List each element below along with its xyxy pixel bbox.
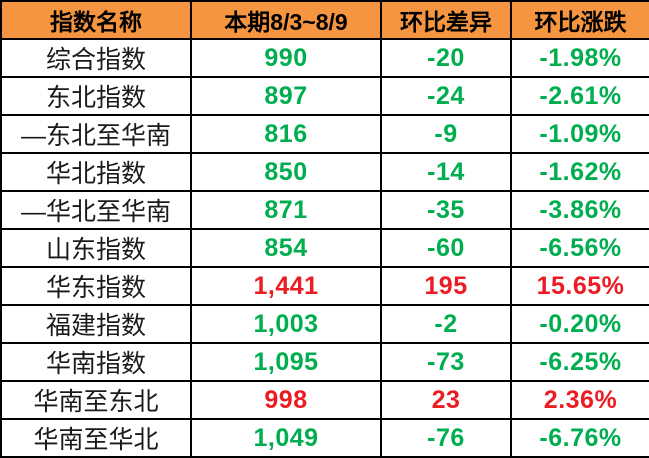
- cell-value: 990: [190, 38, 382, 78]
- cell-index-name: 华南至东北: [0, 380, 192, 420]
- cell-index-name: 综合指数: [0, 38, 192, 78]
- table-row: 东北指数 897 -24 -2.61%: [0, 76, 649, 116]
- cell-index-name: 福建指数: [0, 304, 192, 344]
- header-chain-change: 环比涨跌: [510, 0, 649, 40]
- table-row: 华南至华北 1,049 -76 -6.76%: [0, 418, 649, 458]
- cell-diff: -14: [380, 152, 512, 192]
- cell-index-name: 山东指数: [0, 228, 192, 268]
- cell-value: 1,049: [190, 418, 382, 458]
- cell-diff: -76: [380, 418, 512, 458]
- cell-index-name: —东北至华南: [0, 114, 192, 154]
- cell-pct: -6.76%: [510, 418, 649, 458]
- cell-index-name: 东北指数: [0, 76, 192, 116]
- table-row: 福建指数 1,003 -2 -0.20%: [0, 304, 649, 344]
- cell-index-name: 华南至华北: [0, 418, 192, 458]
- table-row: 华东指数 1,441 195 15.65%: [0, 266, 649, 306]
- cell-value: 998: [190, 380, 382, 420]
- header-index-name: 指数名称: [0, 0, 192, 40]
- cell-pct: -6.56%: [510, 228, 649, 268]
- cell-pct: -1.09%: [510, 114, 649, 154]
- table-row: 华北指数 850 -14 -1.62%: [0, 152, 649, 192]
- cell-index-name: 华东指数: [0, 266, 192, 306]
- cell-value: 850: [190, 152, 382, 192]
- table-row: 山东指数 854 -60 -6.56%: [0, 228, 649, 268]
- table-row: —东北至华南 816 -9 -1.09%: [0, 114, 649, 154]
- table-row: 华南至东北 998 23 2.36%: [0, 380, 649, 420]
- cell-diff: -20: [380, 38, 512, 78]
- cell-value: 871: [190, 190, 382, 230]
- table-row: —华北至华南 871 -35 -3.86%: [0, 190, 649, 230]
- cell-index-name: —华北至华南: [0, 190, 192, 230]
- cell-index-name: 华南指数: [0, 342, 192, 382]
- cell-pct: -3.86%: [510, 190, 649, 230]
- cell-value: 897: [190, 76, 382, 116]
- cell-value: 816: [190, 114, 382, 154]
- cell-pct: -2.61%: [510, 76, 649, 116]
- cell-value: 1,003: [190, 304, 382, 344]
- header-current-period: 本期8/3~8/9: [190, 0, 382, 40]
- cell-pct: 2.36%: [510, 380, 649, 420]
- cell-pct: -1.62%: [510, 152, 649, 192]
- cell-diff: 23: [380, 380, 512, 420]
- cell-diff: -73: [380, 342, 512, 382]
- cell-pct: 15.65%: [510, 266, 649, 306]
- cell-diff: -9: [380, 114, 512, 154]
- table-row: 综合指数 990 -20 -1.98%: [0, 38, 649, 78]
- cell-diff: 195: [380, 266, 512, 306]
- cell-diff: -24: [380, 76, 512, 116]
- cell-diff: -60: [380, 228, 512, 268]
- header-row: 指数名称 本期8/3~8/9 环比差异 环比涨跌: [0, 0, 649, 40]
- table-row: 华南指数 1,095 -73 -6.25%: [0, 342, 649, 382]
- cell-value: 1,441: [190, 266, 382, 306]
- cell-value: 854: [190, 228, 382, 268]
- cell-index-name: 华北指数: [0, 152, 192, 192]
- cell-value: 1,095: [190, 342, 382, 382]
- cell-pct: -0.20%: [510, 304, 649, 344]
- cell-pct: -1.98%: [510, 38, 649, 78]
- cell-diff: -2: [380, 304, 512, 344]
- cell-pct: -6.25%: [510, 342, 649, 382]
- cell-diff: -35: [380, 190, 512, 230]
- header-chain-diff: 环比差异: [380, 0, 512, 40]
